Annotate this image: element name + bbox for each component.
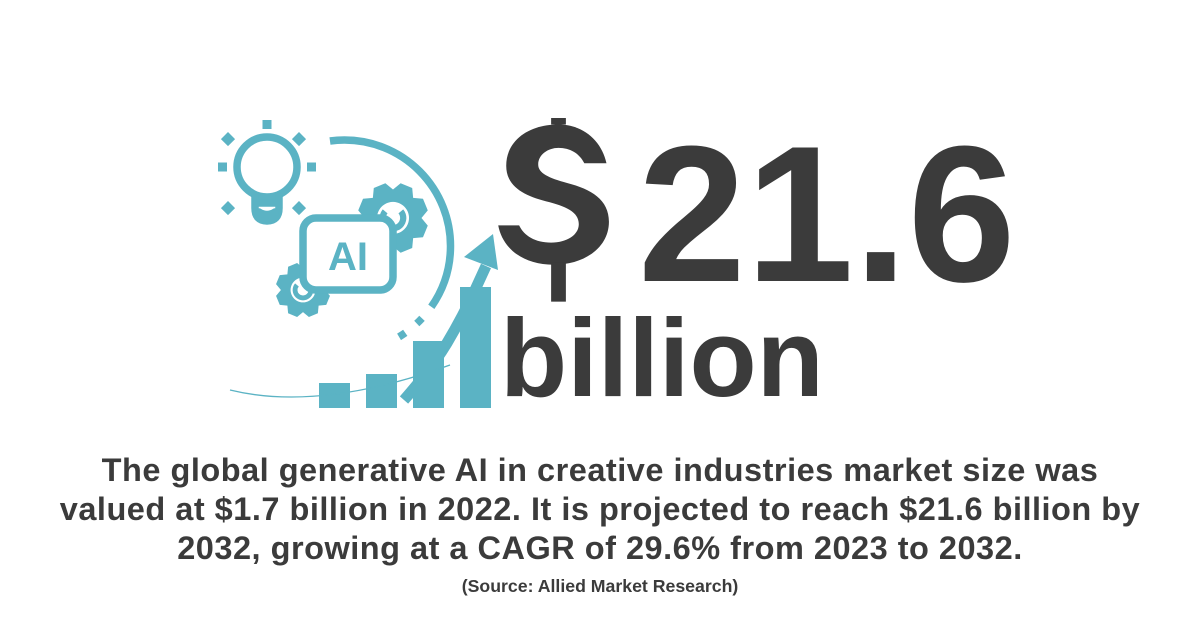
svg-text:billion: billion (500, 297, 824, 418)
svg-text:21.6: 21.6 (638, 118, 1016, 323)
svg-text:AI: AI (328, 235, 368, 279)
